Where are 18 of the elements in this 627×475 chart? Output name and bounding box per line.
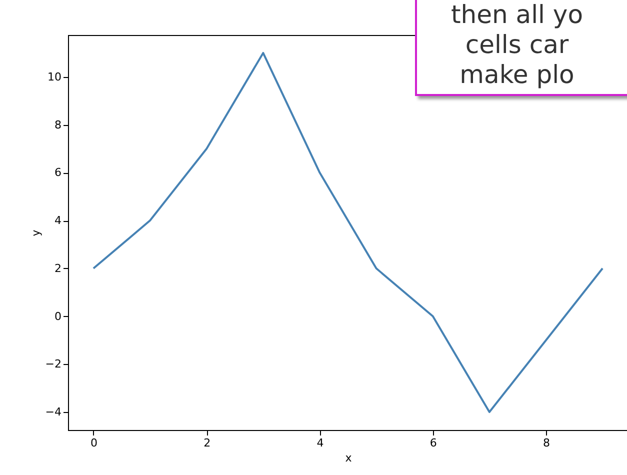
y-tick-label: 10 <box>48 70 62 84</box>
y-axis-title: y <box>29 229 42 236</box>
y-tick-label: −4 <box>45 406 62 419</box>
y-tick-label: 2 <box>54 262 62 275</box>
x-tick-label: 6 <box>430 436 437 450</box>
y-tick-label: 6 <box>54 166 62 180</box>
x-axis-title: x <box>345 452 352 464</box>
x-tick-label: 0 <box>90 436 98 450</box>
x-tick-label: 2 <box>204 436 211 450</box>
y-tick-label: 8 <box>54 118 62 132</box>
line-series <box>92 52 604 414</box>
x-tick-label: 4 <box>316 436 324 450</box>
y-tick-label: −2 <box>45 358 62 371</box>
text-box: then all yo cells car make plo <box>415 0 627 96</box>
x-tick-label: 8 <box>542 436 550 450</box>
y-tick-label: 4 <box>54 214 62 228</box>
y-tick-label: 0 <box>54 310 62 323</box>
annotation: then all yo cells car make plo <box>450 0 584 90</box>
